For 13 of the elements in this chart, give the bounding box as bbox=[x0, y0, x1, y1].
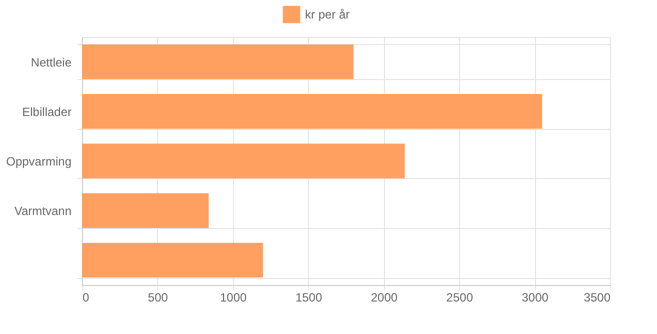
x-tick-label: 3000 bbox=[522, 290, 549, 304]
x-tick-label: 0 bbox=[82, 290, 90, 304]
x-tick-label: 3500 bbox=[584, 290, 611, 304]
x-tick-label: 500 bbox=[148, 290, 168, 304]
legend-label: kr per år bbox=[305, 8, 350, 22]
y-tick-label: Varmtvann bbox=[14, 204, 72, 218]
y-tick-label: Nettleie bbox=[30, 55, 72, 70]
y-tick-label: Oppvarming bbox=[6, 154, 72, 168]
y-tick-label: Elbillader bbox=[22, 104, 72, 119]
x-tick-label: 1500 bbox=[295, 290, 322, 304]
x-tick-label: 2500 bbox=[446, 290, 474, 304]
x-tick-label: 1000 bbox=[220, 290, 248, 304]
x-tick-label: 2000 bbox=[370, 290, 398, 304]
